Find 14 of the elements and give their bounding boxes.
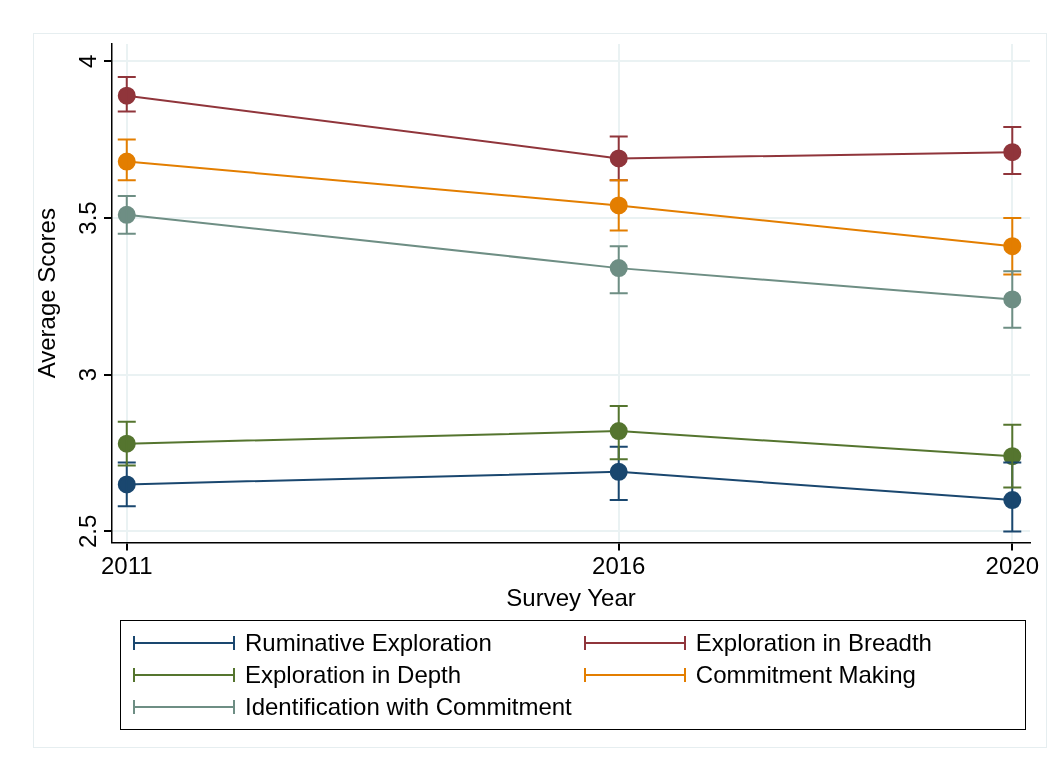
x-tick-label: 2020 xyxy=(985,552,1039,580)
y-tick-label: 4 xyxy=(73,54,101,68)
y-tick-label: 3.5 xyxy=(73,201,101,235)
y-tick-label: 3 xyxy=(73,368,101,382)
legend-label: Commitment Making xyxy=(695,661,916,689)
y-tick-label: 2.5 xyxy=(73,514,101,549)
legend-label: Ruminative Exploration xyxy=(245,629,492,657)
y-axis-title: Average Scores xyxy=(33,208,61,379)
x-tick-label: 2011 xyxy=(100,552,153,580)
x-axis-title: Survey Year xyxy=(506,584,636,612)
legend-label: Identification with Commitment xyxy=(245,693,572,721)
legend-label: Exploration in Breadth xyxy=(695,629,932,657)
x-tick-label: 2016 xyxy=(592,552,646,580)
legend-label: Exploration in Depth xyxy=(245,661,462,689)
